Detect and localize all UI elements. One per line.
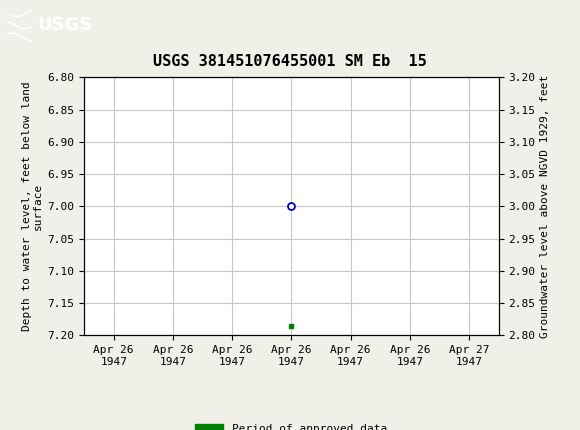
Legend: Period of approved data: Period of approved data	[191, 419, 392, 430]
Y-axis label: Groundwater level above NGVD 1929, feet: Groundwater level above NGVD 1929, feet	[539, 75, 550, 338]
Text: USGS: USGS	[38, 16, 93, 34]
Text: USGS 381451076455001 SM Eb  15: USGS 381451076455001 SM Eb 15	[153, 54, 427, 69]
Y-axis label: Depth to water level, feet below land
surface: Depth to water level, feet below land su…	[21, 82, 44, 331]
